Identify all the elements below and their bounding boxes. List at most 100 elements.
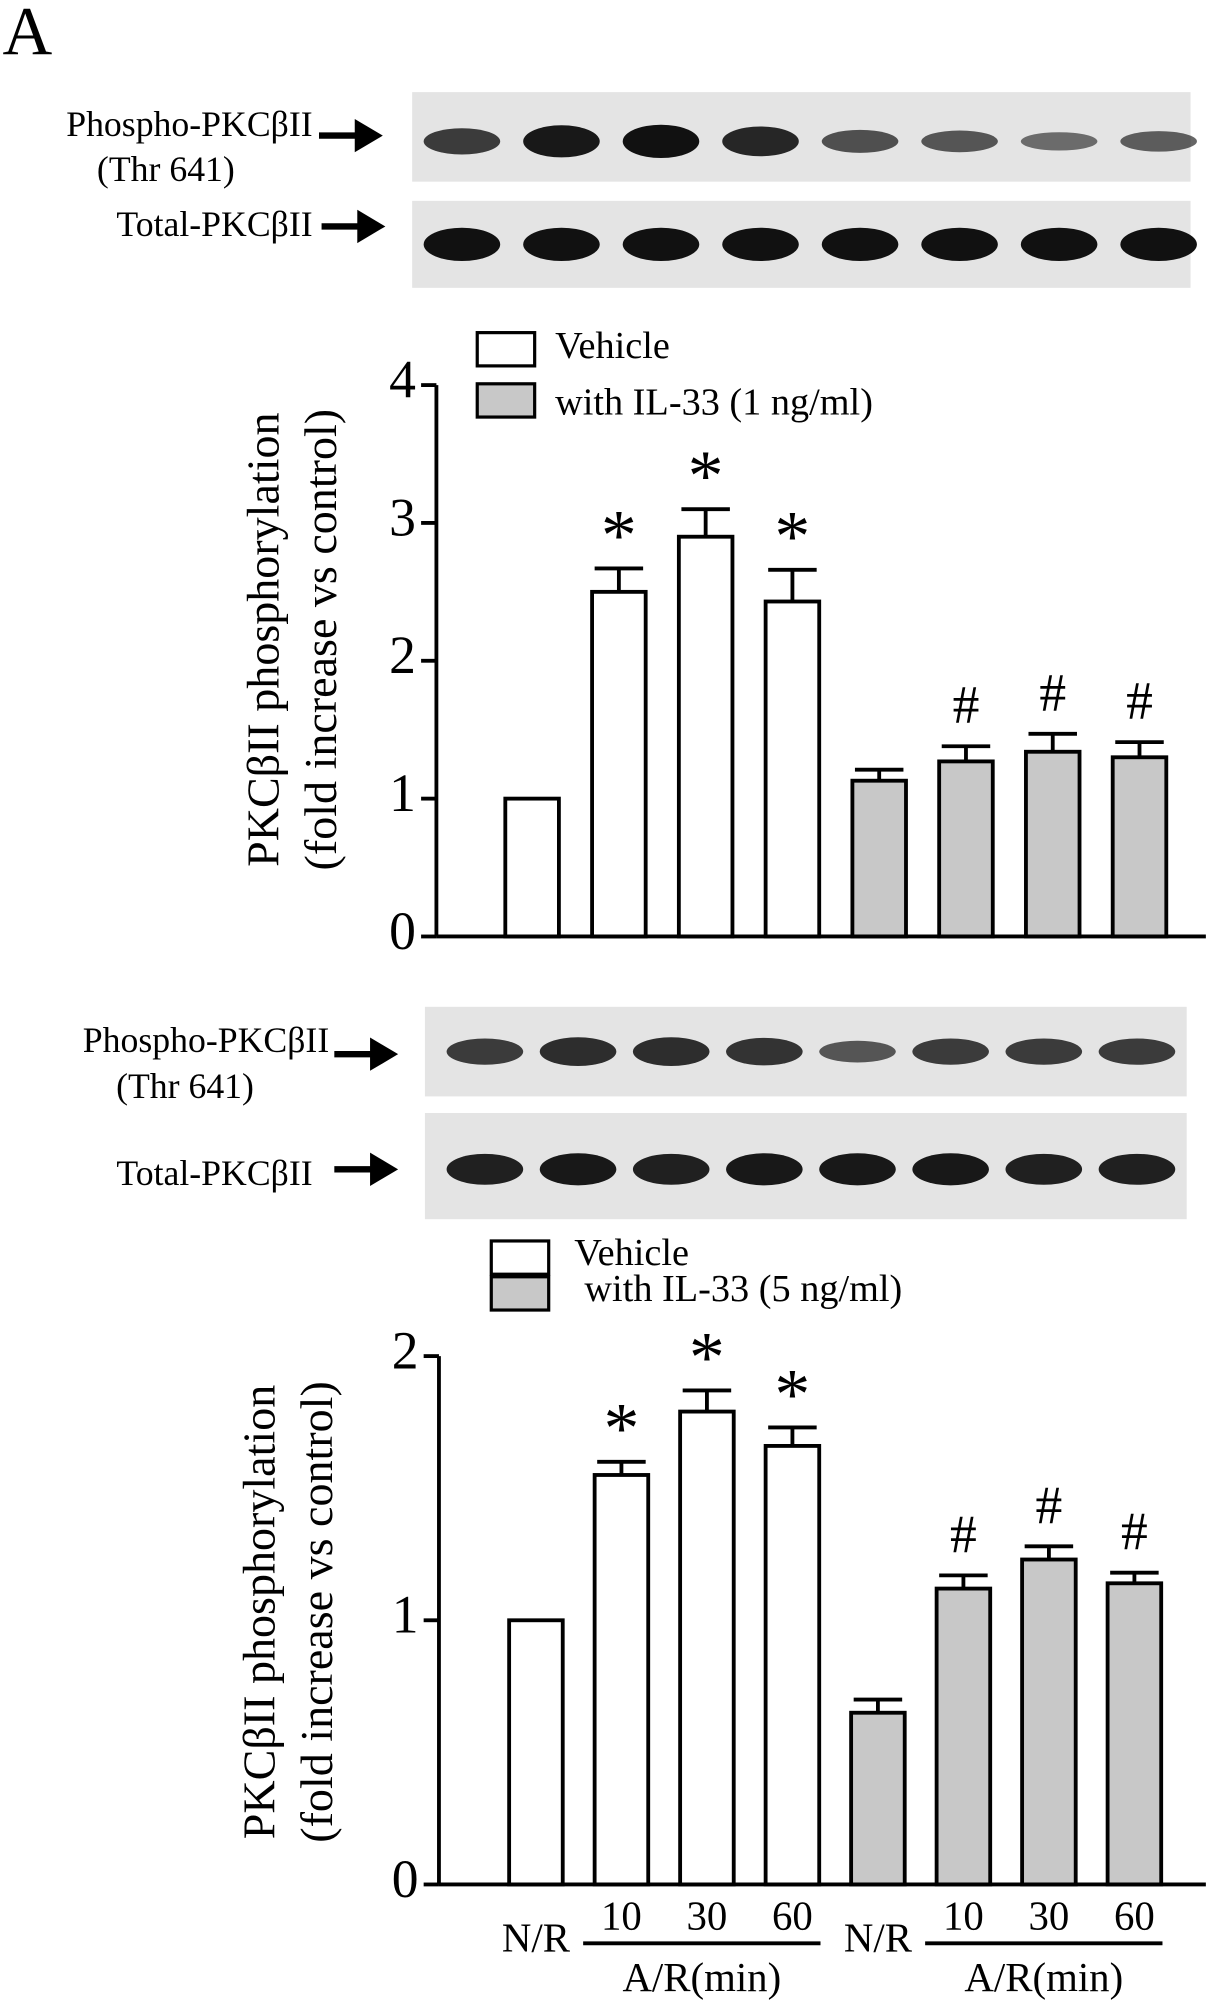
y-tick-label: 0 — [389, 901, 416, 961]
error-bar — [597, 1459, 646, 1475]
x-tick-label: 30 — [687, 1894, 728, 1939]
blot-label: Phospho-PKCβII — [83, 1020, 329, 1060]
blot-label: (Thr 641) — [116, 1066, 254, 1106]
legend-swatch — [475, 331, 537, 368]
arrow-head — [370, 1037, 399, 1071]
blot-band — [912, 1153, 989, 1186]
blot-band — [446, 1038, 524, 1065]
bar — [590, 589, 648, 939]
bar — [937, 759, 995, 939]
significance-mark: * — [604, 1390, 640, 1469]
legend-label: Vehicle — [574, 1232, 689, 1274]
x-tick-label: 10 — [943, 1894, 984, 1939]
error-bar — [854, 767, 904, 781]
significance-mark: * — [688, 437, 724, 516]
blot-band — [1020, 227, 1098, 261]
bar — [507, 1618, 565, 1887]
blot-label: Phospho-PKCβII — [66, 104, 312, 144]
arrow-head — [354, 118, 383, 153]
bar — [676, 534, 735, 939]
blot-band — [539, 1037, 617, 1066]
y-tick-label: 2 — [392, 1320, 419, 1380]
x-tick-label: N/R — [502, 1915, 571, 1960]
legend-label: Vehicle — [555, 325, 670, 367]
significance-mark: * — [689, 1318, 725, 1397]
legend-swatch — [489, 1275, 551, 1312]
legend-swatch — [475, 382, 537, 419]
blot-band — [632, 1037, 710, 1066]
bar — [1105, 1581, 1164, 1887]
error-bar — [853, 1697, 903, 1713]
y-tick-label: 2 — [389, 625, 416, 685]
x-tick-label: 30 — [1028, 1894, 1069, 1939]
bar — [763, 1444, 822, 1887]
blot-band — [423, 128, 501, 155]
y-tick-label: 3 — [389, 487, 416, 547]
bar — [763, 599, 822, 939]
blot-band — [1120, 131, 1197, 152]
arrow-head — [357, 209, 386, 244]
blot-band — [539, 1153, 617, 1186]
blot-band — [1098, 1038, 1176, 1065]
y-axis-label: (fold increase vs control) — [295, 409, 346, 871]
error-bar — [682, 1388, 732, 1412]
significance-mark: # — [950, 1504, 977, 1564]
blot-band — [446, 1153, 524, 1185]
significance-mark: # — [1039, 662, 1066, 722]
x-tick-label: N/R — [844, 1915, 913, 1960]
significance-mark: * — [775, 1355, 811, 1434]
arrow-head — [370, 1152, 399, 1186]
blot-band — [726, 1037, 803, 1066]
bar — [1020, 1557, 1078, 1887]
legend-swatch — [489, 1239, 551, 1276]
bar — [1110, 755, 1169, 939]
blot-band — [819, 1040, 896, 1063]
significance-mark: # — [1121, 1501, 1148, 1561]
error-bar — [1028, 731, 1077, 752]
y-tick-label: 4 — [389, 349, 416, 409]
x-tick-label: 60 — [772, 1894, 813, 1939]
blot-label: Total-PKCβII — [116, 1153, 312, 1193]
blot-band — [821, 129, 899, 153]
significance-mark: # — [1036, 1475, 1063, 1535]
y-tick-label: 1 — [392, 1585, 419, 1645]
y-tick-label: 0 — [392, 1849, 419, 1909]
blot-band — [1020, 132, 1098, 151]
y-axis-label: (fold increase vs control) — [291, 1381, 342, 1843]
bar — [503, 796, 561, 939]
group-label: A/R(min) — [622, 1955, 781, 2000]
y-axis-label: PKCβII phosphorylation — [234, 1385, 285, 1839]
blot-label: Total-PKCβII — [116, 204, 312, 244]
bar — [1024, 749, 1082, 939]
error-bar — [1024, 1544, 1074, 1560]
blot-band — [622, 227, 700, 261]
blot-band — [912, 1038, 989, 1065]
bar — [850, 778, 908, 939]
legend-label: with IL-33 (1 ng/ml) — [555, 381, 873, 423]
blot-band — [921, 130, 998, 153]
error-bar — [594, 566, 644, 592]
blot-band — [423, 227, 501, 261]
panel-label: A — [3, 0, 53, 69]
blot-band — [1098, 1153, 1176, 1185]
error-bar — [1115, 740, 1164, 758]
blot-band — [921, 227, 998, 261]
significance-mark: # — [953, 675, 980, 735]
error-bar — [941, 744, 991, 762]
blot-band — [726, 1153, 803, 1186]
blot-band — [819, 1153, 896, 1186]
group-label: A/R(min) — [964, 1955, 1123, 2000]
error-bar — [768, 567, 817, 602]
blot-band — [622, 124, 700, 158]
significance-mark: # — [1126, 671, 1153, 731]
y-tick-label: 1 — [389, 763, 416, 823]
error-bar — [1110, 1570, 1159, 1584]
blot-band — [1005, 1038, 1083, 1065]
bar — [934, 1586, 993, 1887]
blot-band — [1120, 227, 1197, 261]
blot-band — [722, 126, 799, 157]
x-tick-label: 10 — [601, 1894, 642, 1939]
blot-band — [523, 125, 600, 158]
